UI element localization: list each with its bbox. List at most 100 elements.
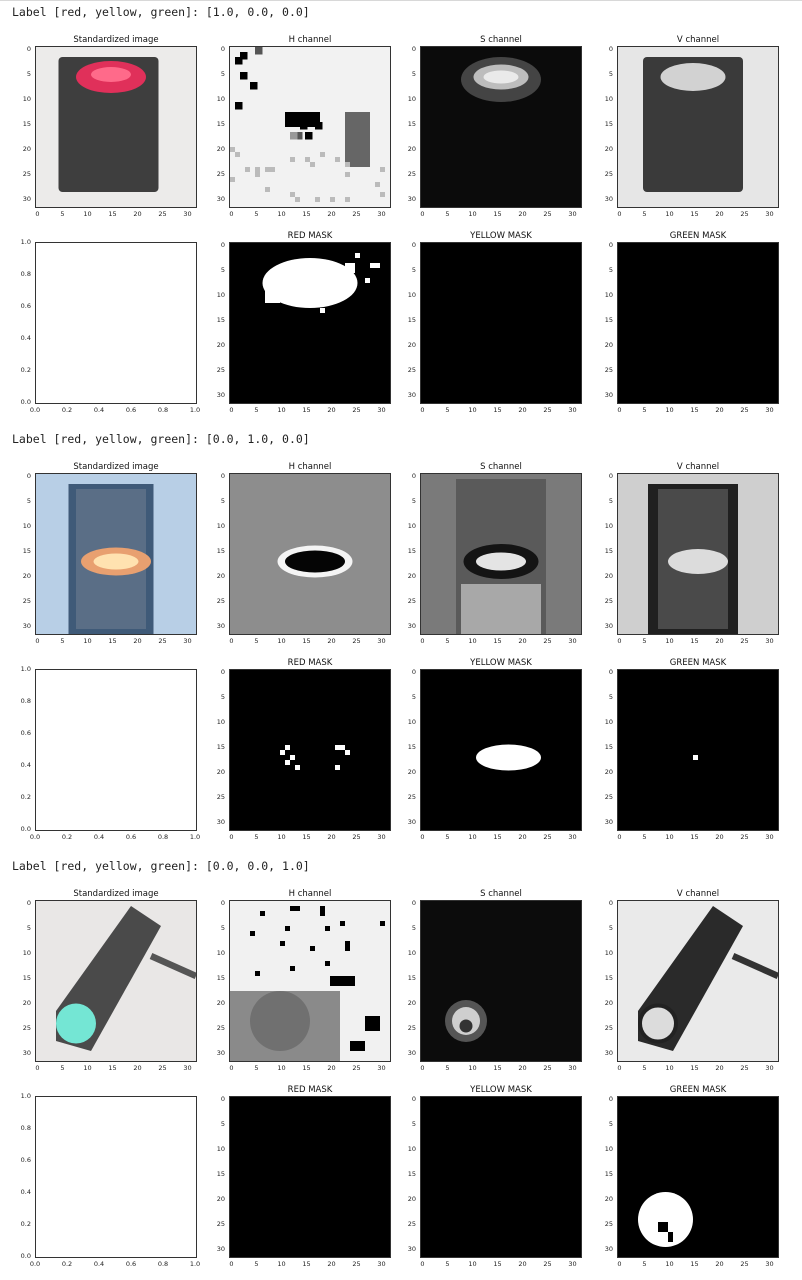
- y-tick-label: 10: [407, 94, 416, 103]
- y-tick-label: 30: [22, 621, 31, 630]
- x-tick-label: 5: [254, 637, 259, 645]
- y-tick-label: 0: [411, 667, 416, 676]
- x-tick-label: 30: [765, 1260, 774, 1268]
- y-tick-label: 15: [604, 315, 613, 324]
- x-tick-label: 15: [302, 1064, 311, 1072]
- y-tick-label: 0: [608, 898, 613, 907]
- y-tick-label: 20: [216, 998, 225, 1007]
- x-tick-label: 10: [468, 833, 477, 841]
- x-tick-label: 20: [518, 1260, 527, 1268]
- y-tick-label: 30: [407, 194, 416, 203]
- subplot-title: H channel: [288, 462, 332, 472]
- y-tick-label: 5: [411, 692, 416, 701]
- y-tick-label: 10: [216, 1144, 225, 1153]
- y-tick-label: 5: [608, 496, 613, 505]
- x-tick-label: 30: [765, 1064, 774, 1072]
- subplot-title: RED MASK: [287, 231, 333, 241]
- y-tick-label: 0: [608, 240, 613, 249]
- x-tick-label: 0.8: [157, 833, 169, 841]
- y-tick-label: 1.0: [20, 238, 31, 246]
- y-tick-label: 30: [407, 1048, 416, 1057]
- x-tick-label: 0.8: [157, 1260, 169, 1268]
- x-tick-label: 25: [740, 406, 749, 414]
- y-tick-label: 10: [407, 290, 416, 299]
- y-tick-label: 30: [22, 194, 31, 203]
- x-tick-label: 15: [493, 833, 502, 841]
- y-tick-label: 0.6: [20, 302, 31, 310]
- y-tick-label: 5: [608, 1119, 613, 1128]
- subplot-title: Standardized image: [73, 35, 159, 45]
- subplot-title: S channel: [480, 35, 522, 45]
- mask-raster: [230, 1097, 390, 1257]
- x-tick-label: 10: [468, 1260, 477, 1268]
- x-tick-label: 20: [518, 210, 527, 218]
- h-channel-panel: [229, 46, 391, 208]
- x-tick-label: 25: [543, 833, 552, 841]
- y-tick-label: 15: [216, 1169, 225, 1178]
- y-tick-label: 5: [411, 923, 416, 932]
- x-tick-label: 0: [229, 1260, 234, 1268]
- x-tick-label: 10: [665, 833, 674, 841]
- x-tick-label: 0: [229, 637, 234, 645]
- x-tick-label: 5: [254, 833, 259, 841]
- x-tick-label: 0.0: [29, 1260, 41, 1268]
- x-tick-label: 0: [229, 406, 234, 414]
- x-tick-label: 15: [108, 1064, 117, 1072]
- y-tick-label: 15: [604, 742, 613, 751]
- y-tick-label: 0: [220, 898, 225, 907]
- yellow-mask-panel: [420, 669, 582, 831]
- y-tick-label: 30: [407, 621, 416, 630]
- x-tick-label: 15: [493, 1260, 502, 1268]
- x-tick-label: 5: [445, 1064, 450, 1072]
- y-tick-label: 5: [411, 265, 416, 274]
- y-tick-label: 5: [411, 69, 416, 78]
- subplot-title: GREEN MASK: [669, 1085, 727, 1095]
- x-tick-label: 5: [642, 637, 647, 645]
- subplot-title: Standardized image: [73, 889, 159, 899]
- y-tick-label: 0.8: [20, 270, 31, 278]
- y-tick-label: 5: [411, 1119, 416, 1128]
- y-tick-label: 10: [216, 521, 225, 530]
- x-tick-label: 30: [377, 210, 386, 218]
- y-tick-label: 25: [216, 1219, 225, 1228]
- y-tick-label: 0.4: [20, 1188, 31, 1196]
- y-tick-label: 20: [407, 340, 416, 349]
- x-tick-label: 25: [543, 1064, 552, 1072]
- y-tick-label: 25: [216, 169, 225, 178]
- s-channel-panel: [420, 473, 582, 635]
- x-tick-label: 1.0: [189, 833, 201, 841]
- x-tick-label: 25: [352, 833, 361, 841]
- x-tick-label: 0: [420, 833, 425, 841]
- y-tick-label: 30: [22, 1048, 31, 1057]
- x-tick-label: 10: [665, 1260, 674, 1268]
- x-tick-label: 20: [327, 833, 336, 841]
- x-tick-label: 30: [568, 833, 577, 841]
- y-tick-label: 30: [604, 194, 613, 203]
- x-tick-label: 25: [740, 210, 749, 218]
- y-tick-label: 15: [22, 973, 31, 982]
- y-tick-label: 30: [216, 1048, 225, 1057]
- x-tick-label: 30: [183, 210, 192, 218]
- x-tick-label: 20: [327, 406, 336, 414]
- y-tick-label: 10: [604, 290, 613, 299]
- output-label-line: Label [red, yellow, green]: [0.0, 1.0, 0…: [12, 432, 310, 446]
- y-tick-label: 30: [604, 390, 613, 399]
- x-tick-label: 15: [690, 637, 699, 645]
- y-tick-label: 10: [22, 521, 31, 530]
- mask-raster: [618, 243, 778, 403]
- y-tick-label: 0: [608, 44, 613, 53]
- x-tick-label: 10: [665, 637, 674, 645]
- y-tick-label: 20: [604, 1194, 613, 1203]
- red-mask-panel: [229, 669, 391, 831]
- y-tick-label: 20: [22, 144, 31, 153]
- y-tick-label: 10: [216, 717, 225, 726]
- y-tick-label: 25: [407, 1023, 416, 1032]
- x-tick-label: 5: [445, 210, 450, 218]
- y-tick-label: 30: [604, 1048, 613, 1057]
- y-tick-label: 15: [407, 315, 416, 324]
- image-raster: [36, 901, 196, 1061]
- x-tick-label: 15: [108, 637, 117, 645]
- y-tick-label: 0: [220, 667, 225, 676]
- v-channel-panel: [617, 900, 779, 1062]
- y-tick-label: 10: [407, 948, 416, 957]
